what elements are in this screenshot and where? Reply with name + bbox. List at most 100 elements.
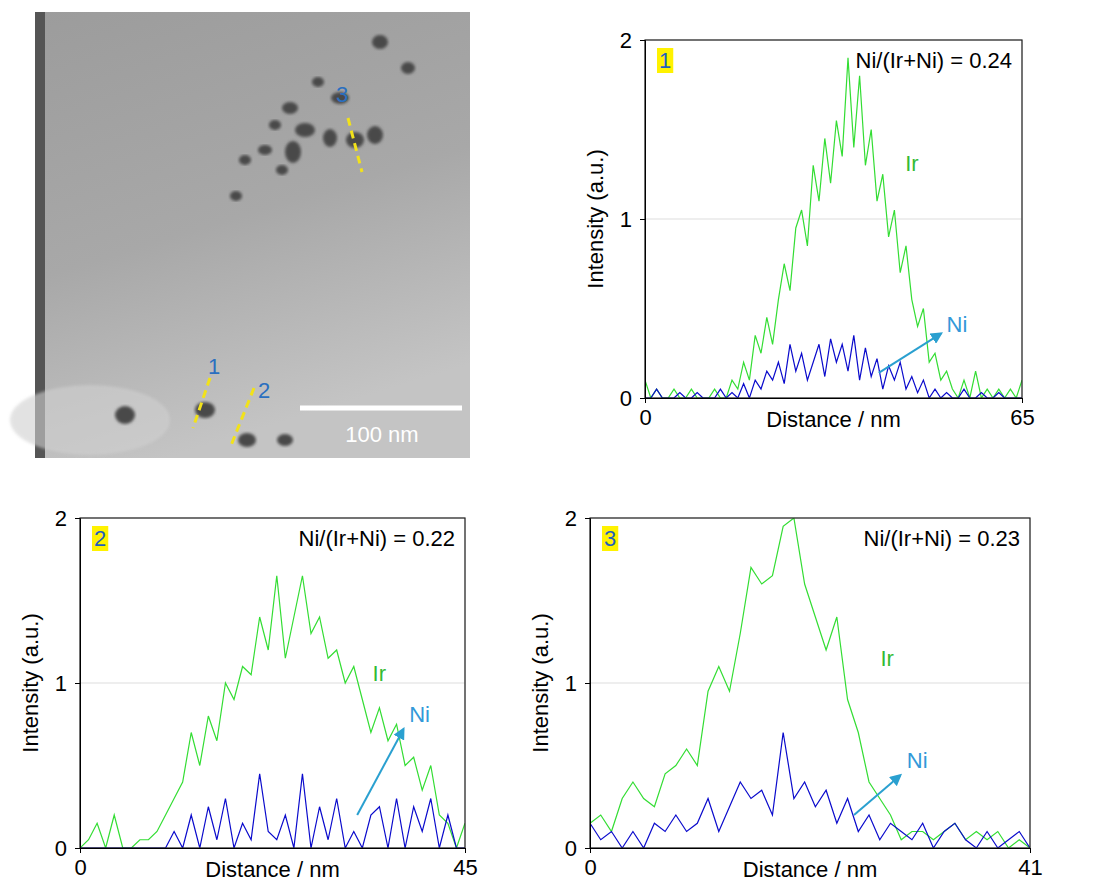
x-axis-title: Distance / nm [743, 857, 878, 882]
plot-area [645, 58, 1022, 398]
axis-line [75, 519, 81, 849]
tick-mark [75, 683, 80, 684]
tick: 2 [565, 506, 590, 531]
image-edge [35, 12, 45, 458]
tick-mark [75, 518, 80, 519]
line-chart: 0 1 2 0 45 Distance / nm Intensity (a.u.) 2 Ni/(… [18, 506, 478, 882]
grid [80, 518, 465, 848]
scan-line [348, 118, 362, 172]
grid [645, 40, 1022, 398]
tick-mark [1030, 848, 1031, 853]
panel-label-highlight [602, 526, 618, 551]
axis-line [591, 849, 1031, 854]
y-axis-title: Intensity (a.u.) [528, 613, 553, 752]
tick: 41 [1018, 848, 1042, 880]
particle [323, 129, 337, 147]
particle [230, 191, 242, 201]
particle [239, 155, 251, 165]
grid-line [80, 683, 465, 684]
tick: 2 [55, 506, 80, 531]
particle [276, 165, 288, 175]
tick-mark [585, 848, 590, 849]
tick-label: 65 [1010, 405, 1034, 430]
label-arrow [879, 334, 941, 373]
series-line [590, 733, 1030, 849]
grid [590, 518, 1030, 848]
tick-mark [585, 683, 590, 684]
tick-label: 2 [620, 28, 632, 53]
line-chart: 012041Distance / nmIntensity (a.u.)3Ni/(… [528, 506, 1043, 882]
tick: 65 [1010, 398, 1034, 430]
tick-mark [645, 398, 646, 403]
micrograph: 123100 nm [10, 12, 470, 458]
y-axis: 0 1 2 [55, 506, 81, 861]
series-label: Ni [409, 702, 430, 727]
particle [115, 406, 135, 424]
tick-label: 0 [639, 405, 651, 430]
tick-label: 1 [565, 671, 577, 696]
particle [238, 433, 256, 447]
axis-line [640, 41, 646, 399]
tick: 1 [565, 671, 590, 696]
annotation: Ni/(Ir+Ni) = 0.22 [299, 526, 456, 551]
series-label: Ir [905, 151, 918, 176]
tick-label: 0 [584, 855, 596, 880]
grid-line [590, 683, 1030, 684]
tick-label: 45 [453, 855, 477, 880]
tick-mark [585, 518, 590, 519]
x-axis-title: Distance / nm [205, 857, 340, 882]
annotation: Ni/(Ir+Ni) = 0.24 [856, 48, 1013, 73]
series-label: Ir [373, 661, 386, 686]
particle [258, 145, 272, 155]
tick-mark [640, 40, 645, 41]
line-chart: 0 1 20 65 Distance / nm Intensity (a.u.) 1 Ni/(… [583, 28, 1035, 432]
tick-mark [1022, 398, 1023, 403]
tick-mark [465, 848, 466, 853]
x-axis-title: Distance / nm [766, 407, 901, 432]
series-label: Ni [907, 748, 928, 773]
tick-mark [590, 848, 591, 853]
panel-label-highlight [92, 526, 108, 551]
tick-label: 41 [1018, 855, 1042, 880]
plot-frame [645, 40, 1022, 398]
tick-label: 2 [55, 506, 67, 531]
tick-label: 1 [55, 671, 67, 696]
plot-area [590, 518, 1030, 848]
series-label: Ir [880, 646, 893, 671]
particle [277, 434, 293, 446]
tick-mark [640, 219, 645, 220]
panel-label: 2 [94, 526, 106, 551]
label-arrow [854, 775, 900, 815]
particle [282, 102, 298, 114]
y-axis-title: Intensity (a.u.) [18, 613, 43, 752]
plot-frame [80, 518, 465, 848]
series-label: Ni [947, 312, 968, 337]
tick-label: 0 [620, 386, 632, 411]
y-axis-title: Intensity (a.u.) [583, 149, 608, 288]
tick-label: 0 [55, 836, 67, 861]
tick: 2 [620, 28, 645, 53]
figure: 123100 nm 0 1 2 0 65 Distance / nm Intensity (a… [0, 0, 1097, 896]
series-line [80, 576, 465, 848]
scan-line-label: 1 [208, 354, 220, 379]
axis-line [81, 849, 466, 854]
plot-frame [590, 518, 1030, 848]
tick: 0 [639, 398, 651, 430]
series-line [645, 58, 1022, 398]
tick: 0 [74, 848, 86, 880]
tick-label: 1 [620, 207, 632, 232]
tick: 45 [453, 848, 477, 880]
tick: 0 [584, 848, 596, 880]
panel-label-highlight [657, 48, 673, 73]
scale-bar [300, 406, 462, 411]
axis-line [585, 519, 591, 849]
bright-region [10, 385, 170, 455]
tick-mark [640, 398, 645, 399]
annotation: Ni/(Ir+Ni) = 0.23 [864, 526, 1021, 551]
particle [269, 120, 281, 130]
tick-mark [80, 848, 81, 853]
particle [372, 35, 388, 49]
series-line [80, 774, 465, 848]
axis-line [646, 399, 1023, 404]
y-axis: 0 1 2 [620, 28, 646, 411]
